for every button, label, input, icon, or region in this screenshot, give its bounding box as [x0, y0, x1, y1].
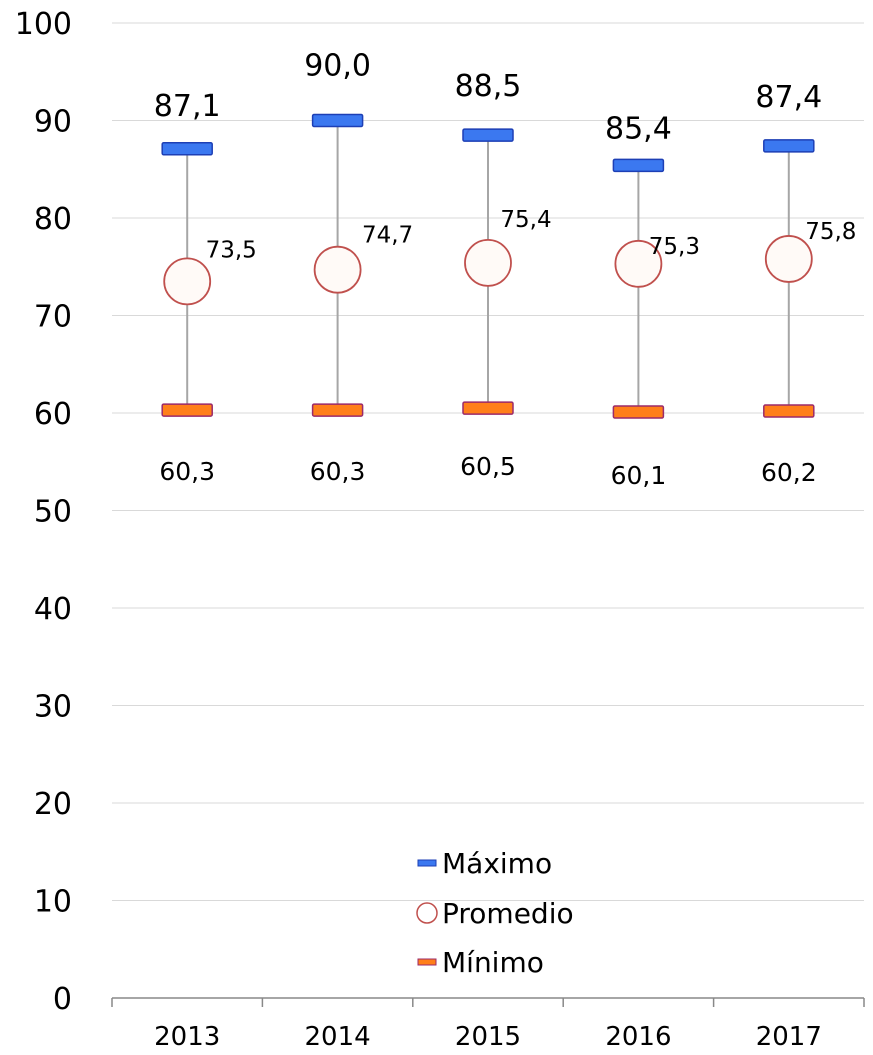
avg-data-label: 74,7 [362, 223, 413, 249]
min-data-label: 60,3 [159, 457, 215, 486]
min-marker [311, 403, 364, 417]
y-tick-label: 80 [34, 202, 72, 237]
min-marker [462, 401, 514, 415]
y-tick-label: 0 [53, 982, 72, 1017]
avg-marker [464, 238, 512, 287]
y-tick-label: 30 [34, 690, 72, 725]
x-tick-label: 2016 [605, 1022, 671, 1052]
y-tick-label: 40 [34, 592, 72, 627]
y-tick-label: 70 [34, 300, 72, 335]
max-marker [763, 139, 815, 153]
min-data-label: 60,3 [310, 457, 366, 486]
legend-min-swatch [417, 958, 437, 966]
avg-marker [163, 257, 212, 306]
y-tick-label: 90 [34, 105, 72, 140]
max-marker [612, 158, 665, 173]
max-marker [462, 128, 514, 142]
y-tick-label: 100 [15, 7, 72, 42]
legend-avg-swatch [416, 902, 438, 924]
legend: Máximo Promedio Mínimo [416, 847, 574, 979]
legend-label: Máximo [442, 847, 552, 880]
avg-data-label: 75,3 [649, 234, 700, 260]
y-tick-label: 10 [34, 885, 72, 920]
x-tick-label: 2013 [154, 1022, 220, 1052]
x-tick-label: 2017 [756, 1022, 822, 1052]
x-tick-label: 2015 [455, 1022, 521, 1052]
max-data-label: 90,0 [304, 49, 371, 84]
min-data-label: 60,1 [611, 461, 667, 490]
min-data-label: 60,5 [460, 452, 516, 481]
avg-data-label: 75,8 [805, 219, 856, 245]
y-tick-label: 20 [34, 787, 72, 822]
x-tick-label: 2014 [305, 1022, 371, 1052]
max-data-label: 87,1 [154, 89, 221, 124]
min-marker [763, 404, 815, 418]
legend-label: Mínimo [442, 946, 544, 979]
min-data-label: 60,2 [761, 458, 817, 487]
avg-data-label: 75,4 [500, 207, 551, 233]
y-tick-label: 50 [34, 495, 72, 530]
max-data-label: 85,4 [605, 111, 672, 146]
legend-max-swatch [417, 859, 437, 867]
min-marker [612, 405, 665, 419]
min-marker [161, 403, 213, 417]
y-axis-ticks: 0 10 20 30 40 50 60 70 80 90 100 [15, 7, 72, 1017]
max-data-label: 87,4 [755, 80, 822, 115]
legend-label: Promedio [442, 897, 574, 930]
max-marker [311, 113, 364, 128]
max-data-label: 88,5 [455, 69, 522, 104]
y-tick-label: 60 [34, 397, 72, 432]
avg-marker [614, 239, 663, 288]
avg-marker [313, 245, 362, 294]
avg-marker [764, 235, 813, 283]
max-marker [161, 142, 213, 156]
x-axis: 2013 2014 2015 2016 2017 [111, 997, 865, 1052]
data-marks [161, 113, 815, 419]
data-labels: 87,1 73,5 60,3 90,0 74,7 60,3 88,5 75,4 60,5 85,4… [154, 49, 857, 491]
avg-data-label: 73,5 [206, 237, 257, 263]
